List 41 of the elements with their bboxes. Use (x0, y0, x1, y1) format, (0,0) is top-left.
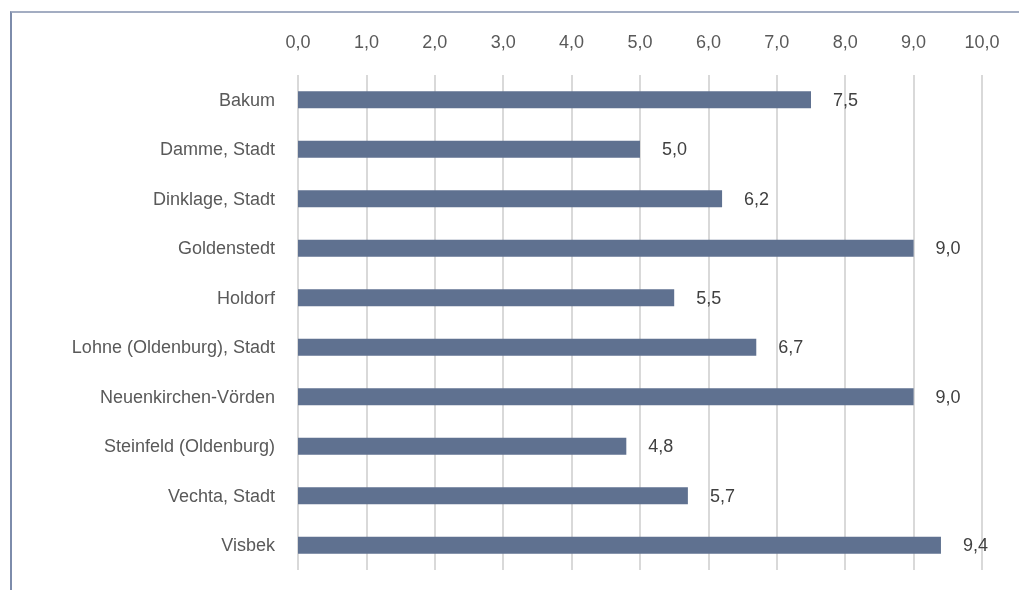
y-tick-label: Goldenstedt (177, 238, 275, 259)
bar (298, 140, 640, 158)
bar (298, 536, 941, 554)
x-tick-label: 10,0 (964, 32, 1000, 52)
bar (298, 239, 914, 257)
y-tick-label: Neuenkirchen-Vörden (99, 386, 275, 407)
data-label: 9,4 (962, 535, 988, 556)
bar (298, 91, 811, 109)
x-tick-label: 6,0 (695, 32, 721, 52)
data-label: 5,0 (662, 139, 688, 160)
data-label: 4,8 (648, 436, 674, 457)
y-tick-label: Visbek (221, 535, 276, 556)
data-label: 6,2 (744, 188, 770, 209)
x-tick-label: 8,0 (832, 32, 858, 52)
x-tick-label: 9,0 (901, 32, 927, 52)
x-tick-label: 5,0 (627, 32, 653, 52)
bar (298, 487, 688, 505)
y-tick-label: Lohne (Oldenburg), Stadt (71, 337, 275, 358)
x-tick-label: 3,0 (490, 32, 516, 52)
y-tick-label: Steinfeld (Oldenburg) (103, 436, 275, 457)
bar (298, 338, 757, 356)
bar (298, 190, 723, 208)
data-label: 5,5 (696, 287, 722, 308)
data-label: 5,7 (709, 485, 735, 506)
bar (298, 437, 627, 455)
data-label: 6,7 (778, 337, 804, 358)
x-tick-label: 4,0 (559, 32, 585, 52)
y-tick-label: Vechta, Stadt (167, 485, 275, 506)
y-tick-label: Damme, Stadt (159, 139, 275, 160)
x-tick-label: 7,0 (764, 32, 790, 52)
data-label: 9,0 (935, 386, 961, 407)
bar (298, 388, 914, 406)
x-tick-label: 2,0 (422, 32, 448, 52)
data-label: 7,5 (833, 89, 859, 110)
x-tick-label: 1,0 (353, 32, 379, 52)
x-tick-label: 0,0 (285, 32, 311, 52)
bar (298, 289, 675, 307)
y-tick-label: Holdorf (216, 287, 276, 308)
data-label: 9,0 (935, 238, 961, 259)
y-tick-label: Bakum (218, 89, 275, 110)
y-tick-label: Dinklage, Stadt (152, 188, 275, 209)
